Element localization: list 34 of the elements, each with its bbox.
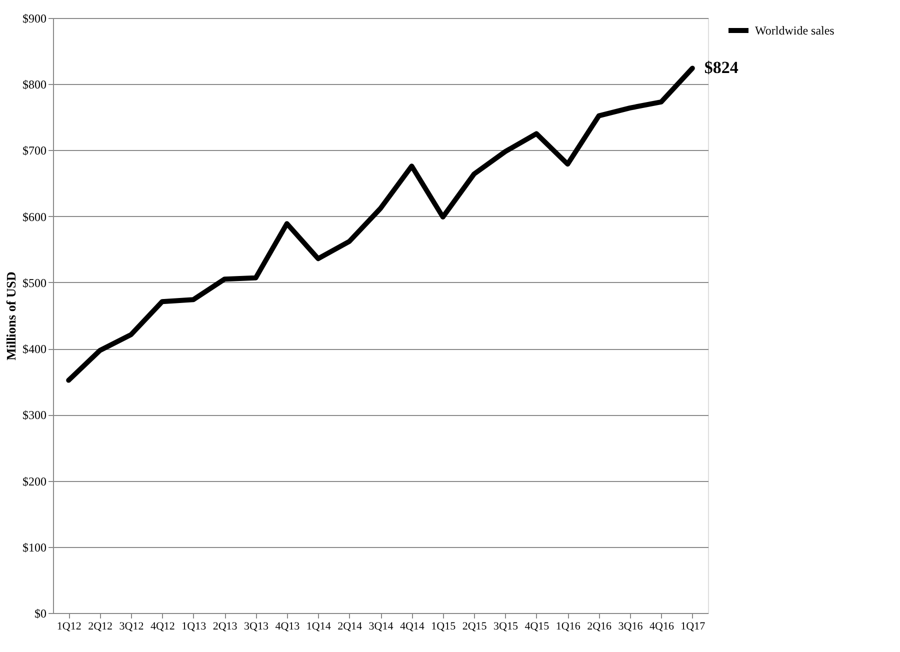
x-tick-label: 3Q12 xyxy=(119,620,144,632)
y-tick-label: $400 xyxy=(22,342,46,356)
x-tick-label: 3Q13 xyxy=(244,620,269,632)
y-axis-title: Millions of USD xyxy=(4,272,18,360)
x-tick-label: 2Q16 xyxy=(587,620,612,632)
x-tick-label: 4Q16 xyxy=(649,620,674,632)
annotation: $824 xyxy=(704,58,739,78)
x-tick-label: 2Q12 xyxy=(88,620,113,632)
x-tick-label: 2Q15 xyxy=(462,620,488,632)
y-tick-label: $100 xyxy=(22,540,46,554)
x-tick-label: 2Q14 xyxy=(338,620,363,632)
y-tick-label: $0 xyxy=(34,606,46,620)
x-tick-label: 1Q13 xyxy=(182,620,207,632)
x-tick-label: 4Q15 xyxy=(524,620,550,632)
x-tick-label: 4Q13 xyxy=(275,620,300,632)
x-tick-label: 1Q15 xyxy=(431,620,456,632)
x-tick-label: 1Q17 xyxy=(680,620,706,632)
x-tick-label: 3Q14 xyxy=(368,620,394,632)
y-tick-label: $900 xyxy=(22,12,46,26)
x-tick-label: 2Q13 xyxy=(212,620,238,632)
y-tick-label: $300 xyxy=(22,408,46,422)
y-tick-label: $200 xyxy=(22,474,46,488)
legend-label: Worldwide sales xyxy=(755,24,835,38)
x-tick-label: 1Q16 xyxy=(556,620,581,632)
y-tick-label: $800 xyxy=(22,78,46,92)
x-tick-label: 4Q14 xyxy=(400,620,425,632)
x-tick-label: 3Q16 xyxy=(618,620,644,632)
x-tick-label: 3Q15 xyxy=(494,620,518,632)
y-tick-label: $700 xyxy=(22,144,46,158)
x-tick-label: 1Q14 xyxy=(306,620,332,632)
x-tick-label: 4Q12 xyxy=(150,620,175,632)
y-tick-label: $500 xyxy=(22,276,46,290)
x-tick-label: 1Q12 xyxy=(56,620,82,632)
y-tick-label: $600 xyxy=(22,210,46,224)
